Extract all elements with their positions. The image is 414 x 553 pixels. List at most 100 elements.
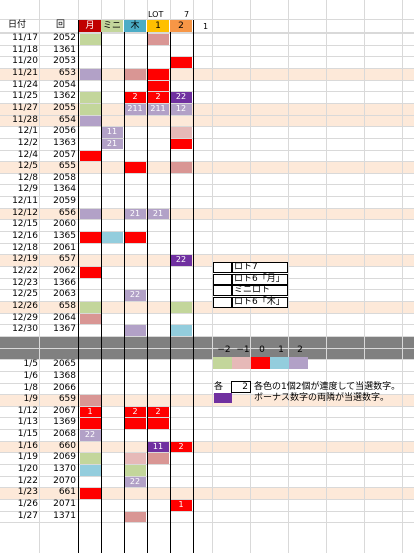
gridline (212, 0, 213, 553)
row-date: 12/16 (12, 231, 38, 242)
gridline (0, 300, 414, 302)
row-date: 1/19 (17, 452, 38, 463)
row-date: 1/12 (17, 405, 38, 416)
gridline (39, 0, 40, 553)
row-cell (80, 430, 101, 441)
row-cell (80, 92, 101, 103)
gridline (78, 20, 79, 553)
row-round: 2070 (53, 475, 76, 486)
gridline (0, 452, 414, 454)
row-cell (102, 127, 123, 138)
row-cell (171, 138, 192, 150)
row-cell-mark: 2 (178, 441, 184, 451)
row-cell (148, 68, 169, 80)
gridline (0, 475, 414, 477)
row-cell (80, 406, 101, 418)
row-round: 2060 (53, 219, 76, 230)
row-cell (125, 162, 146, 173)
row-band (0, 440, 414, 453)
gridline (0, 33, 414, 34)
scale-label-1: −1 (236, 345, 250, 355)
legend-swatch-0 (213, 262, 232, 273)
row-round: 1369 (53, 417, 76, 428)
row-round: 2055 (53, 102, 76, 113)
row-cell (125, 208, 146, 220)
column-header-2: 木 (124, 20, 146, 32)
gridline (326, 0, 327, 553)
gridline (0, 510, 414, 512)
row-cell (80, 115, 101, 127)
scale-label-0: −2 (217, 345, 231, 355)
row-date: 1/6 (23, 370, 38, 381)
row-cell-mark: 1 (178, 500, 184, 509)
row-cell (102, 232, 123, 243)
row-cell (80, 232, 101, 243)
gridline (0, 56, 414, 58)
row-date: 12/1 (17, 126, 38, 137)
row-date: 11/24 (12, 79, 38, 90)
row-date: 12/8 (17, 172, 38, 183)
row-cell (80, 103, 101, 115)
row-cell (80, 301, 101, 313)
column-header-0: 月 (79, 20, 101, 32)
legend-label-box-0 (232, 262, 288, 273)
round-header: 回 (56, 20, 66, 30)
gridline (0, 370, 414, 372)
row-date: 11/27 (12, 102, 38, 113)
row-cell-mark: 22 (175, 255, 187, 265)
legend-swatch-3 (213, 296, 232, 308)
row-cell (125, 290, 146, 301)
row-date: 12/12 (12, 207, 38, 218)
row-cell (125, 325, 146, 336)
row-date: 1/22 (17, 475, 38, 486)
gridline (0, 231, 414, 233)
gridline (0, 137, 414, 139)
row-round: 2053 (53, 56, 76, 67)
row-round: 2069 (53, 452, 76, 463)
row-date: 12/2 (17, 137, 38, 148)
gridline (0, 289, 414, 291)
row-round: 1361 (53, 44, 76, 55)
date-header: 日付 (8, 20, 27, 30)
gridline (0, 19, 414, 20)
row-cell-mark: 2 (155, 406, 161, 416)
row-cell-mark: 22 (175, 92, 187, 102)
row-date: 12/25 (12, 289, 38, 300)
row-cell-mark: 1 (87, 406, 93, 416)
row-round: 1371 (53, 510, 76, 521)
row-cell (171, 92, 192, 103)
gridline (0, 161, 414, 163)
gridline (101, 20, 102, 553)
lot-header: LOT (148, 10, 164, 19)
gridline (0, 405, 414, 407)
row-round: 2057 (53, 149, 76, 160)
legend-label-box-3 (232, 296, 288, 308)
row-cell (171, 441, 192, 453)
gridline (0, 254, 414, 256)
gridline (0, 91, 414, 93)
note-purple-swatch (214, 393, 232, 403)
row-date: 12/15 (12, 219, 38, 230)
row-cell (80, 488, 101, 499)
gridline (0, 207, 414, 209)
row-cell (125, 418, 146, 430)
row-round: 2056 (53, 126, 76, 137)
row-round: 2068 (53, 429, 76, 440)
gridline (0, 382, 414, 384)
row-cell-mark: 2 (132, 92, 138, 102)
row-round: 655 (58, 161, 76, 172)
gridline (0, 464, 414, 466)
row-date: 1/20 (17, 464, 38, 475)
gridline (170, 20, 171, 553)
row-round: 1365 (53, 231, 76, 242)
note-each-label: 各 (214, 382, 224, 392)
row-cell (171, 162, 192, 173)
row-cell (171, 500, 192, 511)
column-header-1: ミニ (101, 20, 123, 32)
row-date: 12/22 (12, 266, 38, 276)
row-date: 11/17 (12, 33, 38, 43)
gridline (0, 219, 414, 221)
row-round: 2052 (53, 33, 76, 43)
scale-swatch-2 (251, 357, 270, 369)
gridline (124, 20, 125, 553)
